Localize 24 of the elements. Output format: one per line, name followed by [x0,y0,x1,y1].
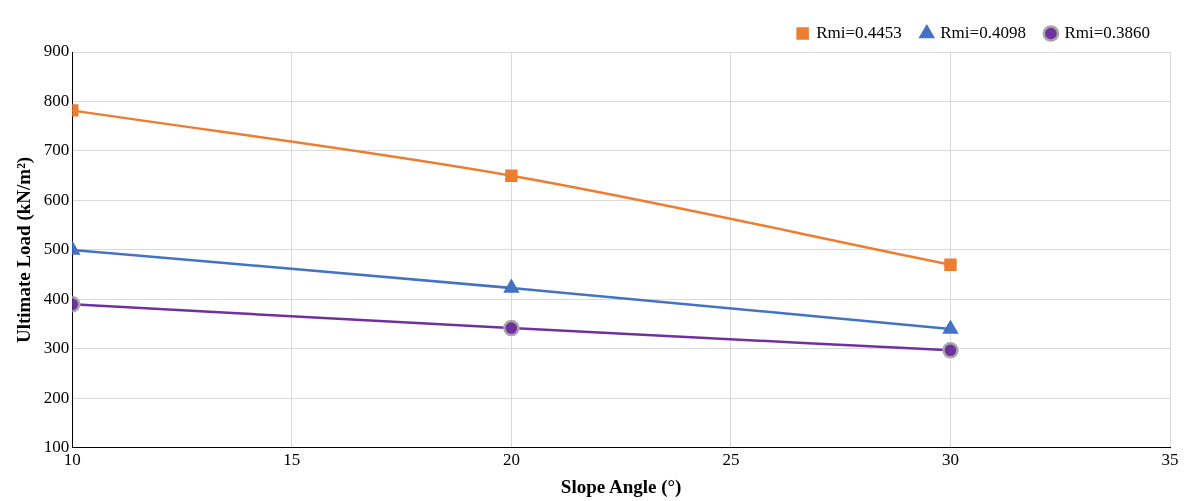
point [505,169,518,182]
legend-label: Rmi=0.4453 [816,22,902,42]
y-axis-title: Ultimate Load (kN/m²) [13,156,36,343]
y-tick-label: 900 [43,41,70,61]
x-axis-title: Slope Angle (°) [560,475,682,498]
y-tick-label: 300 [43,338,70,358]
point [944,258,957,271]
y-tick-label: 700 [43,140,70,160]
y-tick-label: 600 [43,189,70,209]
x-tick-label: 25 [722,450,740,470]
legend-label: Rmi=0.3860 [1064,22,1150,42]
point [943,320,958,334]
point [942,342,959,359]
x-tick-label: 15 [283,450,301,470]
y-tick-label: 200 [43,387,70,407]
point [504,279,519,293]
x-tick-label: 20 [502,450,520,470]
y-tick-label: 400 [43,288,70,308]
y-tick-label: 800 [43,90,70,110]
legend-label: Rmi=0.4098 [940,22,1026,42]
y-tick-label: 500 [43,239,70,259]
x-tick-label: 35 [1161,450,1179,470]
point [503,319,520,337]
x-tick-label: 30 [941,450,959,470]
